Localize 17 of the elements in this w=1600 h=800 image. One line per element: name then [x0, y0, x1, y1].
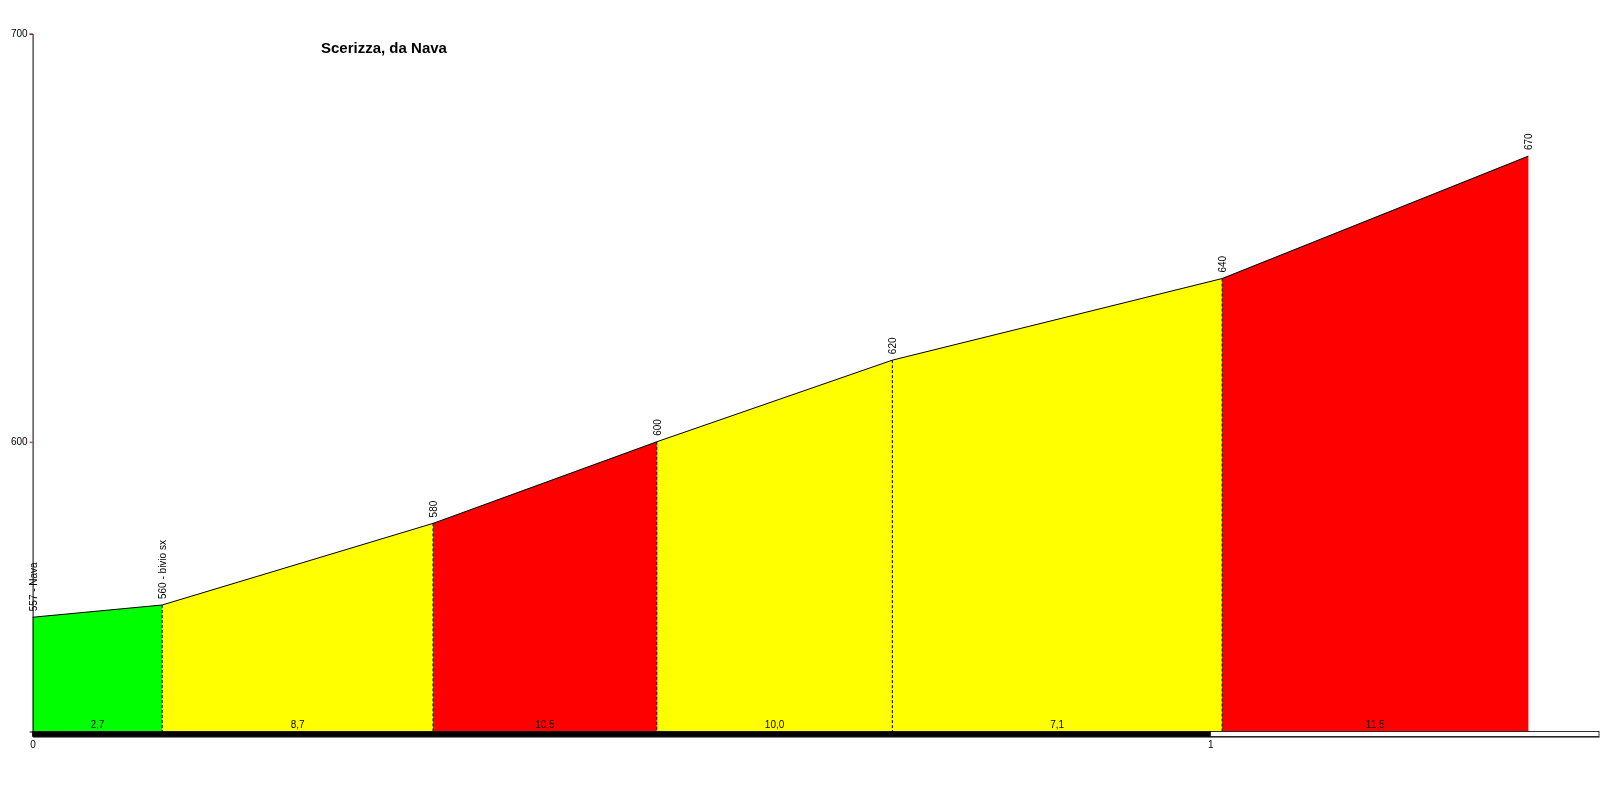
annotation: 2,7 [90, 718, 105, 730]
x-tick-label: 0 [30, 738, 37, 750]
annotation: 11,5 [1365, 718, 1386, 730]
annotation: 557 - Nava [27, 561, 39, 612]
annotation: 670 [1523, 133, 1535, 151]
annotation: 560 - bivio sx [157, 540, 169, 599]
x-tick-label: 1 [1208, 738, 1215, 750]
annotation: 10,5 [535, 718, 556, 730]
annotation: 8,7 [290, 718, 305, 730]
annotation: 600 [651, 418, 663, 436]
annotation: 640 [1217, 255, 1229, 273]
annotation: 620 [887, 337, 899, 355]
annotation: 10,0 [764, 718, 785, 730]
y-tick-label: 700 [10, 28, 29, 40]
annotation: 580 [428, 500, 440, 518]
annotation: 7,1 [1050, 718, 1065, 730]
chart-title: Scerizza, da Nava [321, 39, 448, 56]
